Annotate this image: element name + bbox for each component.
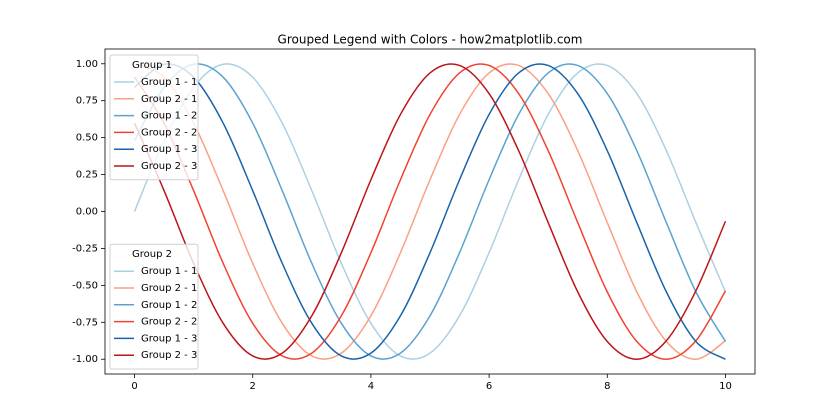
y-tick-label: 0.00: [76, 207, 98, 218]
legend-label: Group 2 - 3: [141, 161, 197, 172]
y-tick-label: -1.00: [72, 354, 98, 365]
y-tick-label: 0.25: [76, 170, 98, 181]
legend-label: Group 1 - 3: [141, 144, 197, 155]
series-line: [134, 63, 726, 360]
x-tick-label: 0: [131, 381, 137, 392]
x-tick-label: 10: [719, 381, 732, 392]
legend-label: Group 2 - 2: [141, 127, 197, 138]
y-tick-label: -0.25: [72, 243, 98, 254]
series-line: [134, 63, 726, 360]
x-tick-label: 2: [250, 381, 256, 392]
y-tick-label: 1.00: [76, 59, 98, 70]
legend: Group 1 Group 1 - 1 Group 2 - 1 Group 1 - 2…: [109, 54, 199, 181]
legend-label: Group 2 - 3: [141, 350, 197, 361]
legend-label: Group 2 - 1: [141, 94, 197, 105]
legend-title: Group 2: [132, 249, 172, 260]
legend-label: Group 2 - 2: [141, 317, 197, 328]
legend-label: Group 1 - 1: [141, 266, 197, 277]
y-tick-label: -0.75: [72, 317, 98, 328]
legend-label: Group 1 - 1: [141, 77, 197, 88]
x-tick-label: 4: [368, 381, 374, 392]
series-line: [133, 63, 727, 360]
series-line: [133, 63, 727, 360]
chart-title: Grouped Legend with Colors - how2matplot…: [278, 33, 583, 47]
legend-label: Group 1 - 2: [141, 111, 197, 122]
series-line: [133, 63, 727, 360]
x-tick-label: 6: [486, 381, 492, 392]
series-line: [133, 63, 727, 360]
y-tick-label: 0.75: [76, 96, 98, 107]
legend-title: Group 1: [132, 60, 172, 71]
legend-label: Group 1 - 3: [141, 333, 197, 344]
legend-label: Group 1 - 2: [141, 300, 197, 311]
legend: Group 2 Group 1 - 1 Group 2 - 1 Group 1 - 2…: [109, 243, 199, 370]
x-tick-label: 8: [604, 381, 610, 392]
legend-label: Group 2 - 1: [141, 283, 197, 294]
y-tick-label: -0.50: [72, 280, 98, 291]
y-tick-label: 0.50: [76, 133, 98, 144]
axes-frame: [104, 48, 756, 375]
